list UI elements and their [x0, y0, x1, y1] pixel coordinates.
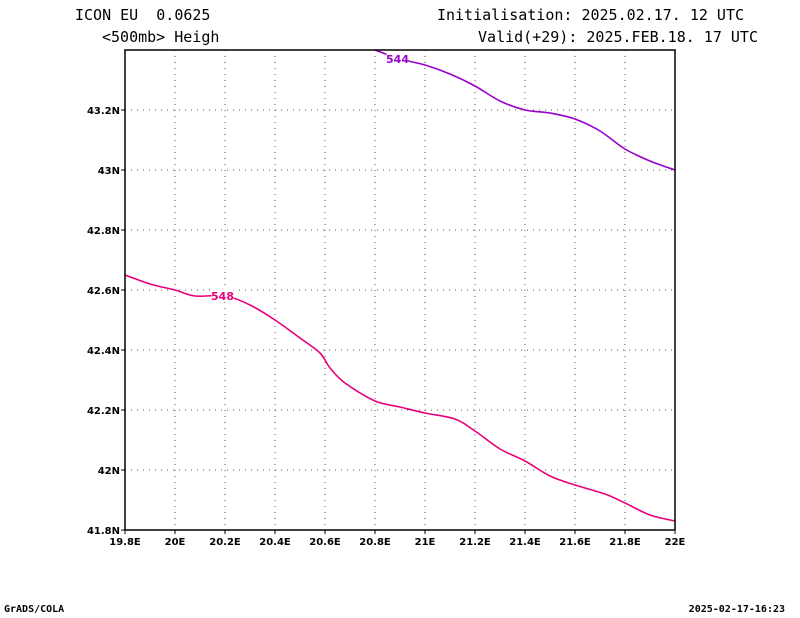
footer-credit: GrADS/COLA	[4, 604, 65, 615]
x-tick-label: 21.6E	[559, 537, 591, 548]
contour-label-bg	[386, 52, 409, 65]
x-axis-ticks: 19.8E 20E 20.2E 20.4E 20.6E 20.8E 21E 21.2E 21.4…	[109, 530, 686, 548]
contour-label-548: 548	[211, 290, 234, 303]
contour-lines: 544 548	[124, 49, 676, 522]
contour-line-544	[374, 49, 676, 171]
y-tick-label: 41.8N	[87, 526, 120, 537]
x-tick-label: 20.2E	[209, 537, 241, 548]
x-tick-label: 20.4E	[259, 537, 291, 548]
x-tick-label: 19.8E	[109, 537, 141, 548]
x-tick-label: 20.8E	[359, 537, 391, 548]
y-tick-label: 42.4N	[87, 346, 120, 357]
y-tick-label: 43N	[98, 166, 120, 177]
contour-label-544: 544	[386, 53, 409, 66]
init-time: Initialisation: 2025.02.17. 12 UTC	[436, 6, 744, 24]
y-tick-label: 42.6N	[87, 286, 120, 297]
y-tick-label: 43.2N	[87, 106, 120, 117]
x-tick-label: 20E	[165, 537, 186, 548]
x-tick-label: 22E	[665, 537, 686, 548]
plot-frame	[124, 49, 676, 531]
footer-timestamp: 2025-02-17-16:23	[688, 604, 785, 615]
contour-line-548	[124, 274, 676, 522]
valid-time: Valid(+29): 2025.FEB.18. 17 UTC	[478, 28, 758, 46]
model-title: ICON EU 0.0625	[75, 6, 211, 24]
x-tick-label: 21E	[415, 537, 436, 548]
grid-lines	[125, 50, 675, 530]
chart-svg: 544 548 19.8E 20E 20.2E 20.4E 20.6E 20.8E 21E 21…	[87, 49, 686, 548]
contour-label-bg	[211, 289, 234, 302]
x-tick-label: 21.8E	[609, 537, 641, 548]
y-tick-label: 42N	[98, 466, 120, 477]
x-tick-label: 21.2E	[459, 537, 491, 548]
x-tick-label: 20.6E	[309, 537, 341, 548]
field-title: <500mb> Heigh	[102, 28, 220, 46]
y-tick-label: 42.2N	[87, 406, 120, 417]
y-axis-ticks: 41.8N 42N 42.2N 42.4N 42.6N 42.8N 43N 43.2N	[87, 106, 125, 537]
y-tick-label: 42.8N	[87, 226, 120, 237]
x-tick-label: 21.4E	[509, 537, 541, 548]
